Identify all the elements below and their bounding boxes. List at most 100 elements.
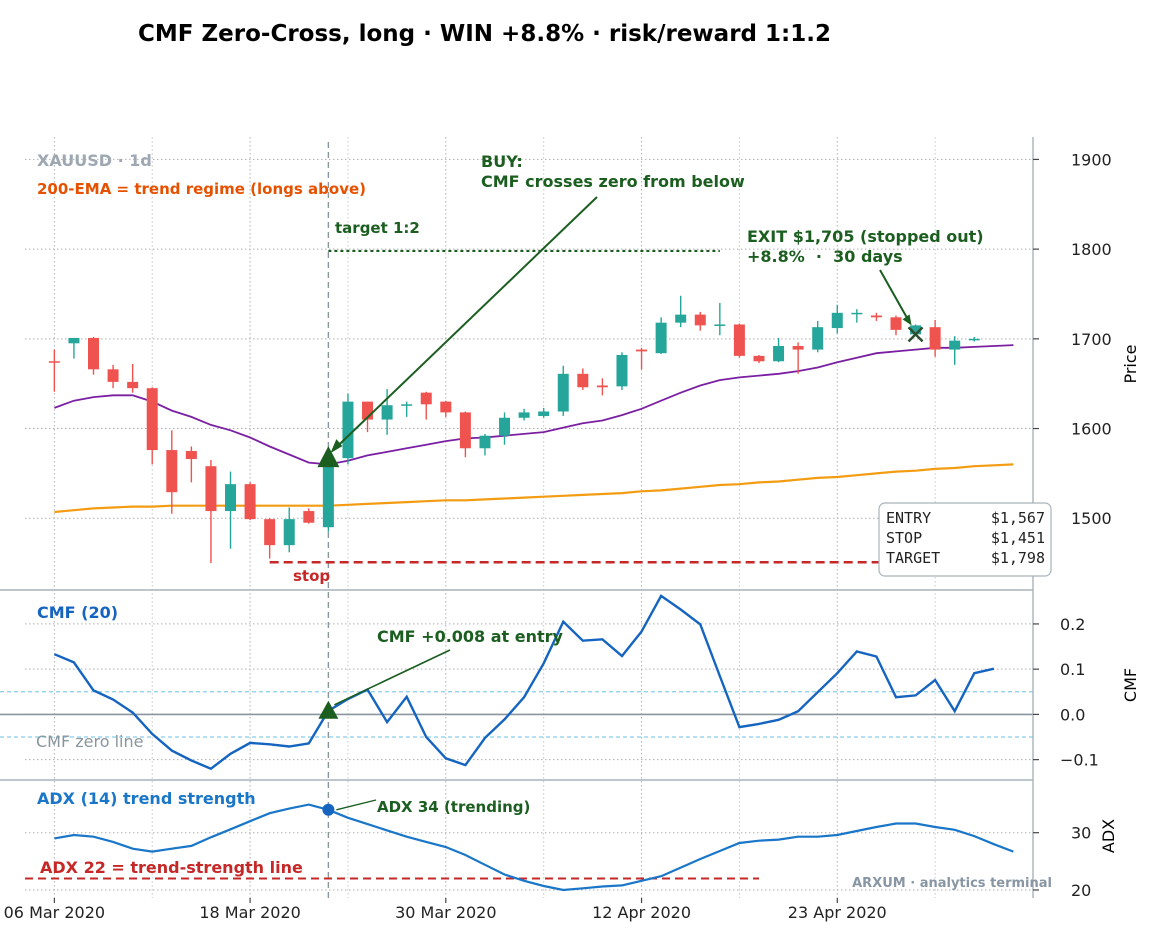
adx-series-line (54, 803, 1014, 892)
candle-body (205, 466, 217, 512)
cmf-ytick-label: 0.2 (1060, 615, 1085, 634)
candle (557, 365, 569, 416)
cmf-annotation-arrow (334, 649, 451, 706)
target-label: target 1:2 (335, 219, 420, 237)
buy-arrow-head (330, 439, 343, 454)
price-ytick-label: 1800 (1071, 240, 1112, 259)
candle (342, 393, 354, 465)
candle-body (870, 315, 882, 318)
candle-body (773, 346, 785, 362)
levels-entry-name: ENTRY (886, 509, 931, 527)
candle-body (929, 327, 941, 350)
candle-body (244, 484, 256, 520)
candle (146, 387, 158, 465)
candle (851, 309, 863, 323)
symbol-label: XAUUSD · 1d (37, 151, 152, 170)
candle (596, 378, 608, 396)
candle (283, 507, 295, 553)
candle-body (362, 401, 374, 420)
buy-annotation-line1: BUY: (481, 152, 523, 171)
candle (694, 311, 706, 331)
candle (479, 433, 491, 456)
candle-body (655, 322, 667, 354)
candle-body (479, 435, 491, 449)
candle (949, 336, 961, 365)
candle-body (890, 317, 902, 330)
candle-body (166, 450, 178, 493)
candle-body (538, 411, 550, 416)
candle (440, 400, 452, 417)
candle (753, 354, 765, 364)
candle (499, 412, 511, 445)
candle-body (851, 312, 863, 315)
levels-entry-value: $1,567 (991, 509, 1045, 527)
candle-body (616, 354, 628, 387)
cmf-entry-marker (318, 700, 339, 719)
adx-ytick-label: 20 (1071, 881, 1091, 900)
adx-panel (25, 799, 1014, 892)
candle-body (831, 312, 843, 329)
candle (303, 508, 315, 524)
candle (733, 323, 745, 358)
candle-body (694, 314, 706, 326)
candle (68, 337, 80, 359)
candle-body (792, 346, 804, 350)
candle (225, 471, 237, 549)
cmf-series-label: CMF (20) (37, 603, 118, 622)
buy-annotation-line2: CMF crosses zero from below (481, 172, 745, 191)
candle (636, 347, 648, 370)
regime-note: 200-EMA = trend regime (longs above) (37, 180, 366, 198)
entry-marker (317, 446, 340, 468)
price-ytick-label: 1900 (1071, 150, 1112, 169)
candle (518, 408, 530, 421)
adx-entry-annotation: ADX 34 (trending) (377, 798, 530, 816)
candle (577, 368, 589, 390)
candle (205, 459, 217, 564)
candle (381, 389, 393, 435)
candle (870, 312, 882, 321)
candle-body (48, 361, 60, 363)
exit-marker (907, 326, 924, 343)
candle (792, 342, 804, 374)
stop-label: stop (293, 567, 330, 585)
candle (401, 401, 413, 417)
cmf-panel (0, 594, 1033, 771)
x-tick-label: 30 Mar 2020 (395, 903, 496, 922)
price-ytick-label: 1700 (1071, 330, 1112, 349)
candle-body (185, 450, 197, 460)
candle (88, 337, 100, 375)
exit-arrow-shaft (879, 269, 911, 323)
candle-body (107, 369, 119, 382)
candle (675, 295, 687, 328)
cmf-zero-line-label: CMF zero line (36, 732, 143, 751)
candle (420, 391, 432, 420)
candle-body (440, 401, 452, 413)
candle (890, 315, 902, 336)
candle (127, 363, 139, 393)
price-ytick-label: 1600 (1071, 420, 1112, 439)
candle-body (812, 327, 824, 350)
candle-body (596, 385, 608, 388)
candle-body (949, 340, 961, 350)
candle (616, 352, 628, 390)
candle-body (557, 373, 569, 412)
adx-ylabel: ADX (1099, 819, 1118, 853)
candle-body (910, 325, 922, 335)
candle (264, 518, 276, 559)
adx-series-label: ADX (14) trend strength (37, 789, 256, 808)
price-ytick-label: 1500 (1071, 509, 1112, 528)
adx-annotation-arrow (336, 799, 377, 811)
ema-fast-line (54, 344, 1014, 466)
adx-entry-dot (322, 803, 335, 816)
candle-body (225, 484, 237, 512)
cmf-entry-annotation: CMF +0.008 at entry (377, 627, 564, 646)
levels-stop-name: STOP (886, 529, 922, 547)
candle-body (675, 314, 687, 323)
candle (655, 317, 667, 355)
candle-body (420, 392, 432, 405)
levels-box: ENTRY $1,567 STOP $1,451 TARGET $1,798 (878, 502, 1052, 577)
candle-body (968, 338, 980, 341)
candle-body (714, 324, 726, 326)
